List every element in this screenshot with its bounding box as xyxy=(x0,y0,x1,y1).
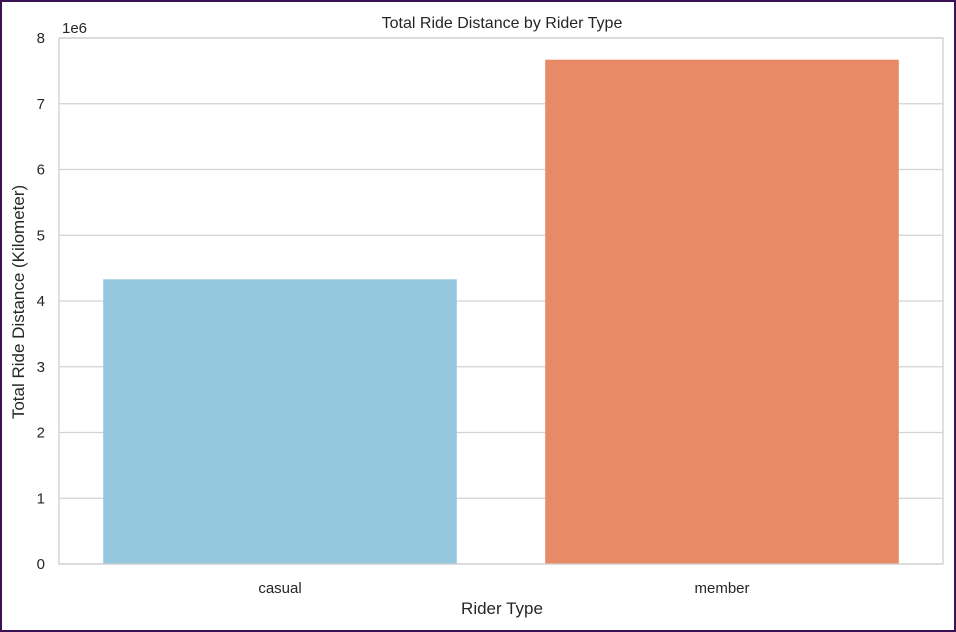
x-axis-label: Rider Type xyxy=(461,599,543,618)
y-axis-offset-label: 1e6 xyxy=(62,20,87,37)
y-tick-label: 4 xyxy=(37,293,45,310)
plot-area-border xyxy=(58,37,944,565)
x-tick-label-member: member xyxy=(694,580,749,597)
y-tick-labels: 0 1 2 3 4 5 6 7 8 xyxy=(37,30,45,573)
y-tick-label: 6 xyxy=(37,162,45,179)
bar-casual xyxy=(103,279,457,564)
x-tick-label-casual: casual xyxy=(258,580,301,597)
y-tick-label: 0 xyxy=(37,556,45,573)
y-tick-label: 5 xyxy=(37,227,45,244)
bars xyxy=(103,59,899,564)
y-tick-label: 8 xyxy=(37,30,45,47)
bar-member xyxy=(545,59,899,564)
chart-title: Total Ride Distance by Rider Type xyxy=(382,15,623,32)
y-tick-label: 7 xyxy=(37,96,45,113)
x-tick-labels: casual member xyxy=(258,580,749,597)
y-tick-label: 1 xyxy=(37,490,45,507)
y-tick-label: 3 xyxy=(37,359,45,376)
y-axis-label: Total Ride Distance (Kilometer) xyxy=(9,185,28,419)
y-tick-label: 2 xyxy=(37,425,45,442)
